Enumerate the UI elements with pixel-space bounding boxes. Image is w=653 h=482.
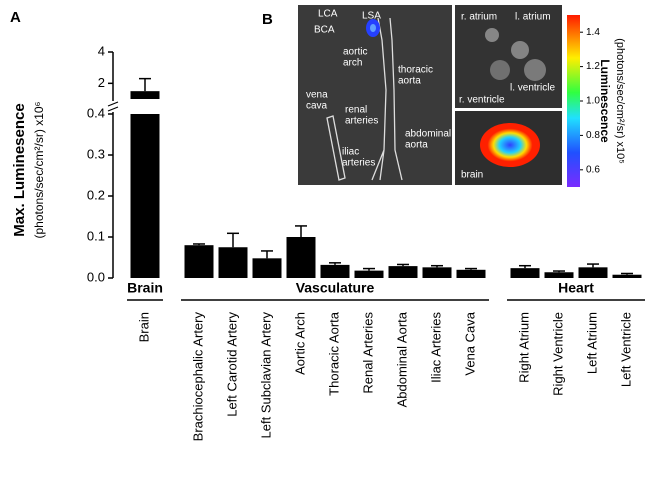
- x-tick-label: Thoracic Aorta: [326, 311, 341, 396]
- heart-label: l. ventricle: [510, 83, 555, 94]
- signal: [524, 59, 546, 81]
- x-tick-label: Brain: [136, 312, 151, 342]
- y-axis-units: (photons/sec/cm²/sr) x10⁶: [32, 101, 46, 238]
- bar: [286, 237, 316, 278]
- brain-label: brain: [461, 170, 483, 181]
- heart-image: [455, 5, 562, 108]
- axis-break: [107, 101, 119, 112]
- signal: [370, 24, 376, 32]
- y-tick-label: 0.3: [87, 146, 105, 161]
- bar: [388, 266, 418, 278]
- bar: [130, 91, 160, 99]
- heart-label: l. atrium: [515, 12, 551, 23]
- x-tick-label: Right Atrium: [516, 312, 531, 383]
- y-axis-title: Max. Luminesence: [11, 103, 28, 236]
- vessel-label: arch: [343, 58, 362, 69]
- x-tick-label: Left Ventricle: [618, 312, 633, 387]
- colorbar-tick-label: 1.0: [586, 96, 600, 107]
- vessel-label: aortic: [343, 47, 367, 58]
- heart-label: r. ventricle: [459, 95, 505, 106]
- x-tick-label: Right Ventricle: [550, 312, 565, 396]
- y-tick-label: 4: [98, 43, 105, 58]
- bar: [130, 114, 160, 278]
- colorbar-tick-label: 0.6: [586, 164, 600, 175]
- vessel-label: renal: [345, 105, 367, 116]
- bar: [320, 264, 350, 278]
- bar: [422, 267, 452, 278]
- x-tick-label: Left Subclavian Artery: [258, 312, 273, 439]
- colorbar-tick-label: 1.4: [586, 27, 600, 38]
- signal: [480, 123, 540, 167]
- bar: [184, 245, 214, 278]
- bar: [456, 269, 486, 278]
- x-tick-label: Vena Cava: [462, 311, 477, 375]
- vessel-label: iliac: [342, 147, 359, 158]
- vessel-label: vena: [306, 90, 328, 101]
- y-tick-label: 0.2: [87, 187, 105, 202]
- x-tick-label: Abdominal Aorta: [394, 311, 409, 407]
- panel-label: B: [262, 11, 273, 28]
- signal: [511, 41, 529, 59]
- vessel-label: thoracic: [398, 65, 433, 76]
- vessel-label: abdominal: [405, 129, 451, 140]
- colorbar-units: (photons/sec/cm²/sr) x10⁵: [614, 38, 626, 164]
- vessel-label: LCA: [318, 9, 338, 20]
- colorbar-tick-label: 1.2: [586, 61, 600, 72]
- x-tick-label: Aortic Arch: [292, 312, 307, 375]
- y-tick-label: 2: [98, 75, 105, 90]
- colorbar-tick-label: 0.8: [586, 130, 600, 141]
- colorbar: [567, 15, 580, 187]
- heart-label: r. atrium: [461, 12, 497, 23]
- vessel-outline: [326, 115, 346, 181]
- signal: [490, 60, 510, 80]
- vessel-label: cava: [306, 101, 328, 112]
- y-tick-label: 0.1: [87, 228, 105, 243]
- vessel-label: arteries: [345, 116, 378, 127]
- bar: [354, 270, 384, 278]
- group-label: Brain: [127, 280, 163, 296]
- vessel-label: aorta: [405, 140, 428, 151]
- vessel-label: LSA: [362, 11, 381, 22]
- signal: [485, 28, 499, 42]
- bar: [510, 268, 540, 278]
- bar: [218, 247, 248, 278]
- panel-label: A: [10, 9, 21, 26]
- colorbar-title: Luminescence: [598, 59, 612, 143]
- vessel-label: aorta: [398, 76, 421, 87]
- x-tick-label: Left Atrium: [584, 312, 599, 374]
- bar: [544, 272, 574, 278]
- group-label: Vasculature: [296, 280, 375, 296]
- image-panel: [298, 5, 580, 187]
- y-tick-label: 0.4: [87, 105, 105, 120]
- vessel-label: BCA: [314, 25, 335, 36]
- vessel-label: arteries: [342, 158, 375, 169]
- vessel-outline: [371, 17, 403, 181]
- group-label: Heart: [558, 280, 594, 296]
- x-tick-label: Brachiocephalic Artery: [190, 312, 205, 442]
- x-tick-label: Iliac Arteries: [428, 312, 443, 383]
- x-tick-label: Renal Arteries: [360, 312, 375, 394]
- bar: [578, 267, 608, 278]
- y-tick-label: 0.0: [87, 269, 105, 284]
- bar: [252, 258, 282, 278]
- x-tick-label: Left Carotid Artery: [224, 312, 239, 417]
- bar: [612, 274, 642, 278]
